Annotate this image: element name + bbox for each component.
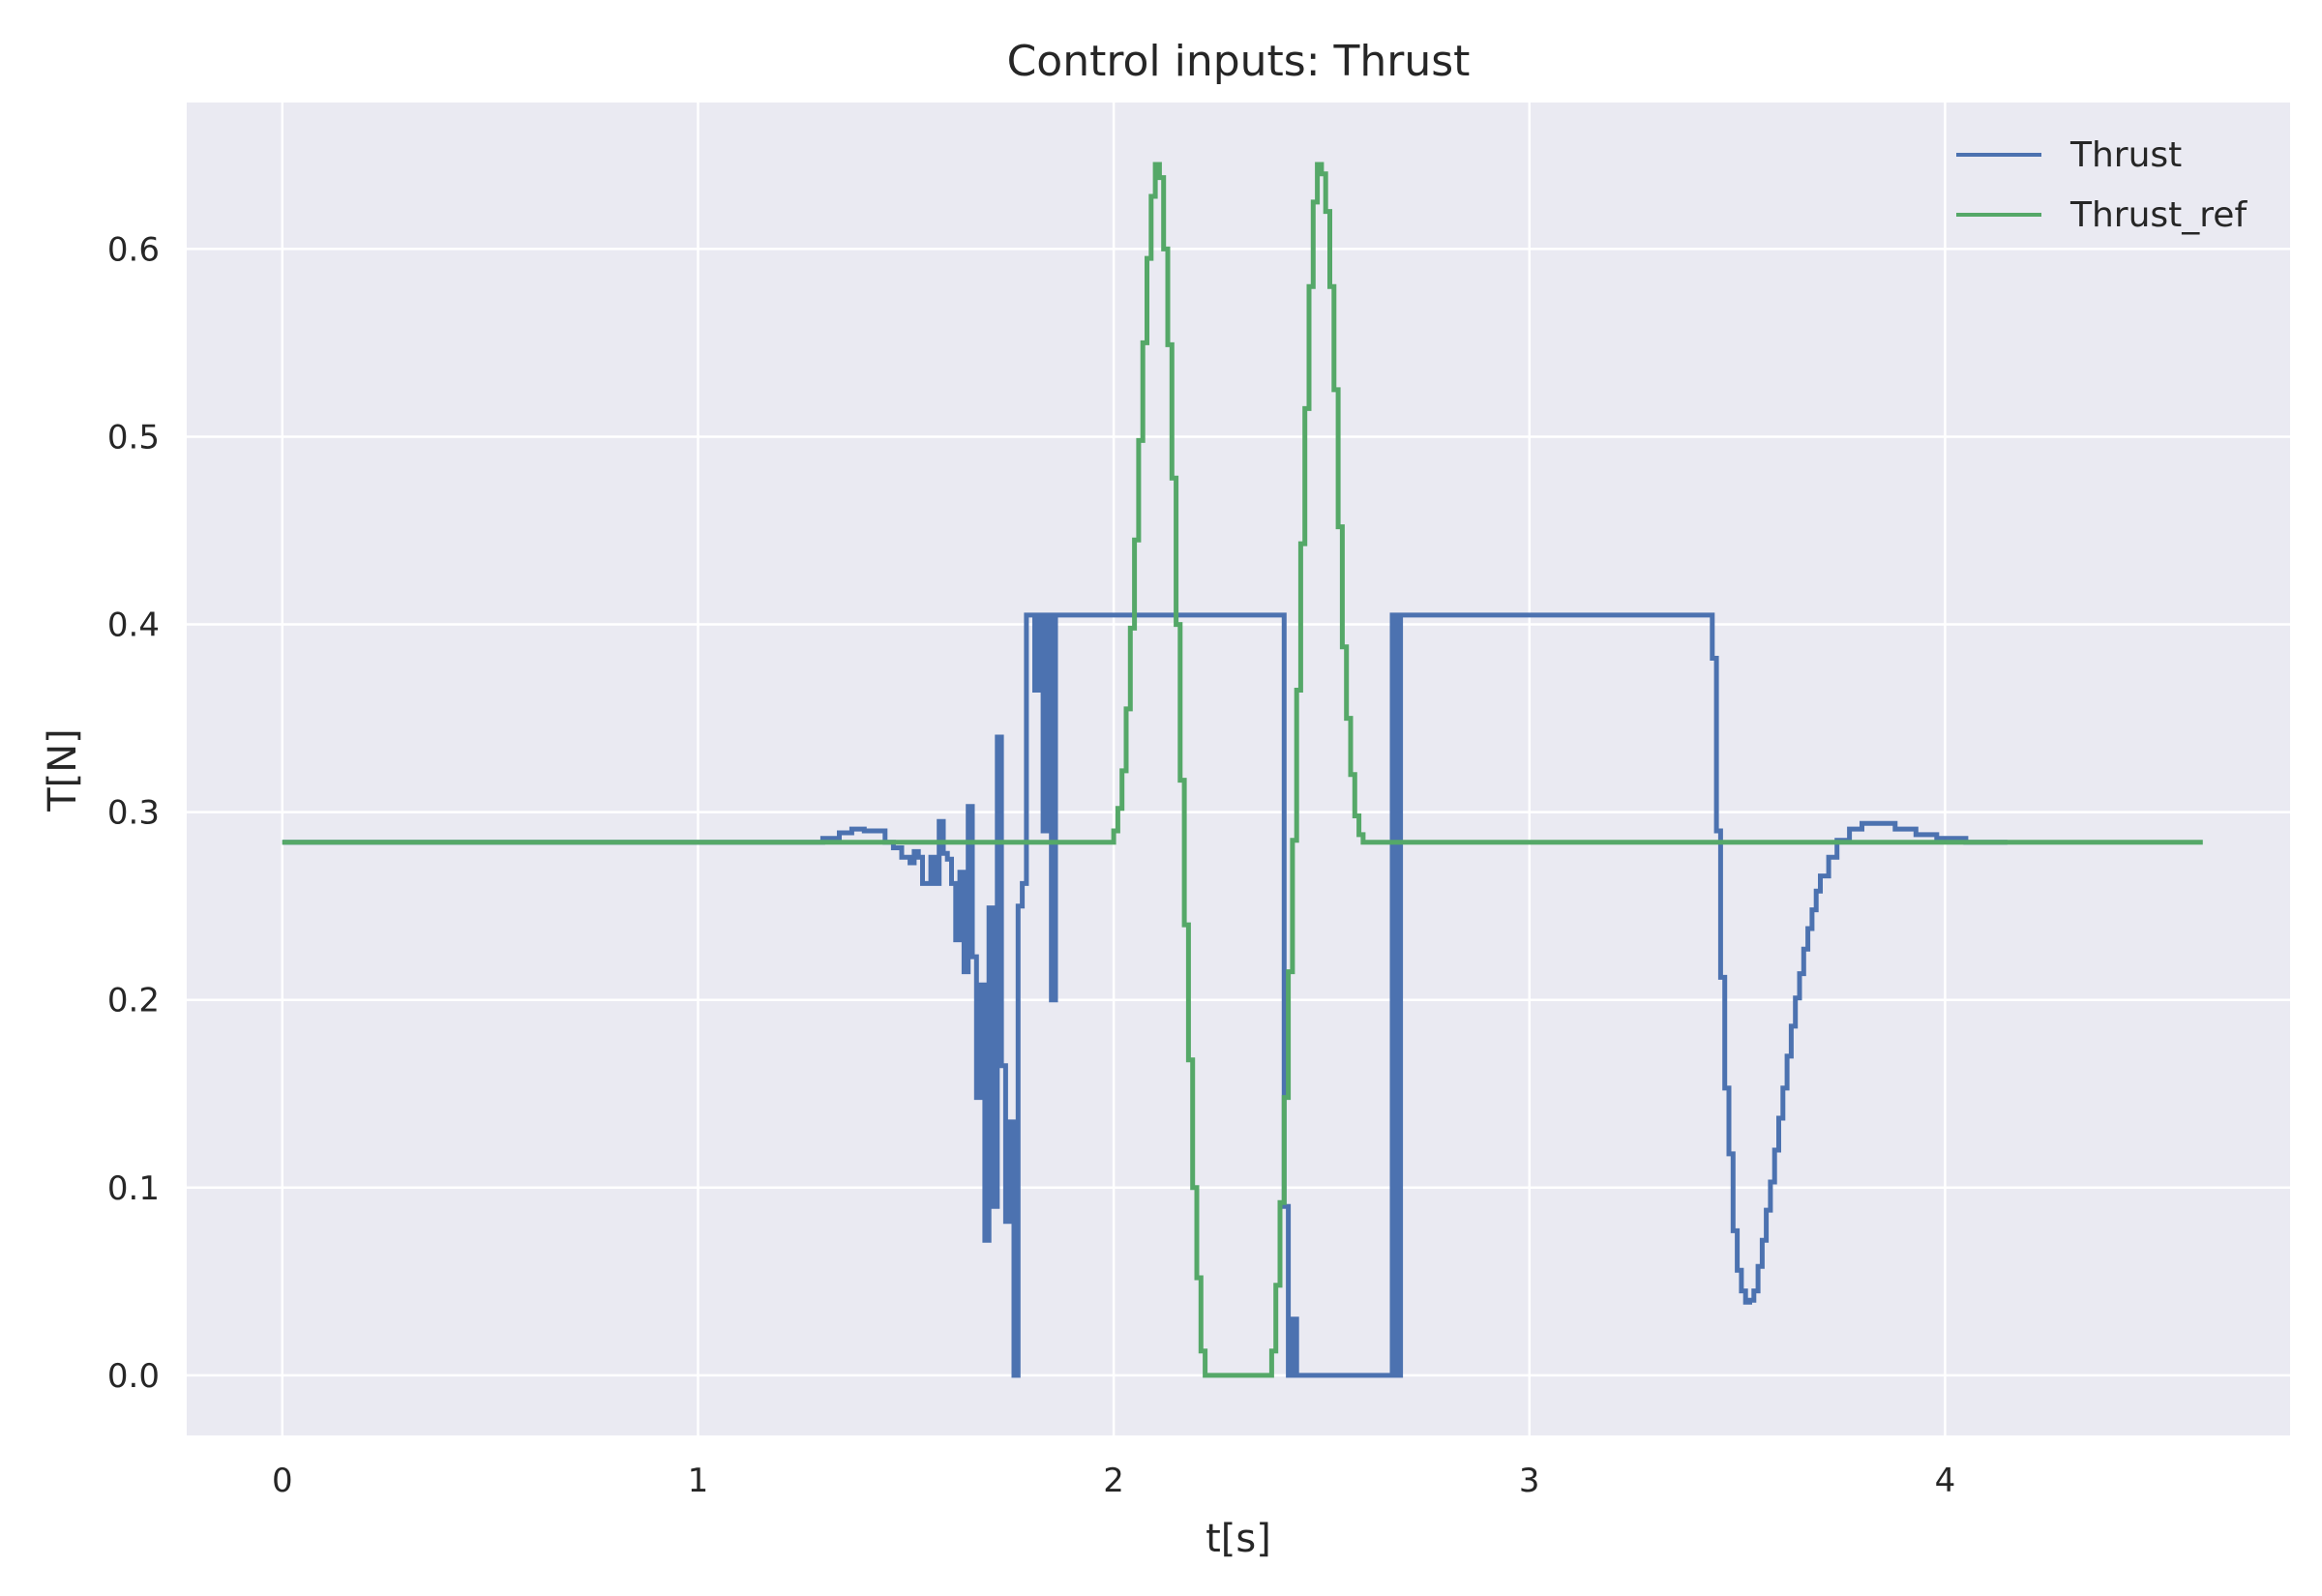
legend-label-thrust: Thrust: [2069, 135, 2182, 175]
x-axis-label: t[s]: [1206, 1517, 1271, 1561]
legend-label-thrust-ref: Thrust_ref: [2069, 195, 2248, 235]
chart-title: Control inputs: Thrust: [1007, 37, 1471, 86]
y-tick-label: 0.1: [107, 1169, 160, 1208]
x-tick-label: 2: [1103, 1462, 1124, 1500]
legend: Thrust Thrust_ref: [1956, 135, 2248, 235]
y-tick-label: 0.3: [107, 794, 160, 833]
x-tick-label: 3: [1519, 1462, 1540, 1500]
series-lines: [282, 162, 2203, 1378]
y-tick-label: 0.6: [107, 230, 160, 269]
series-line-thrust-ref: [282, 162, 2203, 1378]
y-tick-label: 0.2: [107, 982, 160, 1020]
y-tick-label: 0.0: [107, 1357, 160, 1396]
y-tick-label: 0.4: [107, 606, 160, 645]
x-tick-label: 1: [688, 1462, 709, 1500]
series-line-thrust: [282, 612, 2008, 1378]
plot-background: [187, 103, 2290, 1435]
x-tick-labels: 0 1 2 3 4: [272, 1462, 1955, 1500]
y-axis-label: T[N]: [41, 728, 85, 813]
y-tick-label: 0.5: [107, 418, 160, 457]
y-tick-labels: 0.0 0.1 0.2 0.3 0.4 0.5 0.6: [107, 230, 160, 1396]
x-tick-label: 0: [272, 1462, 293, 1500]
x-tick-label: 4: [1935, 1462, 1956, 1500]
